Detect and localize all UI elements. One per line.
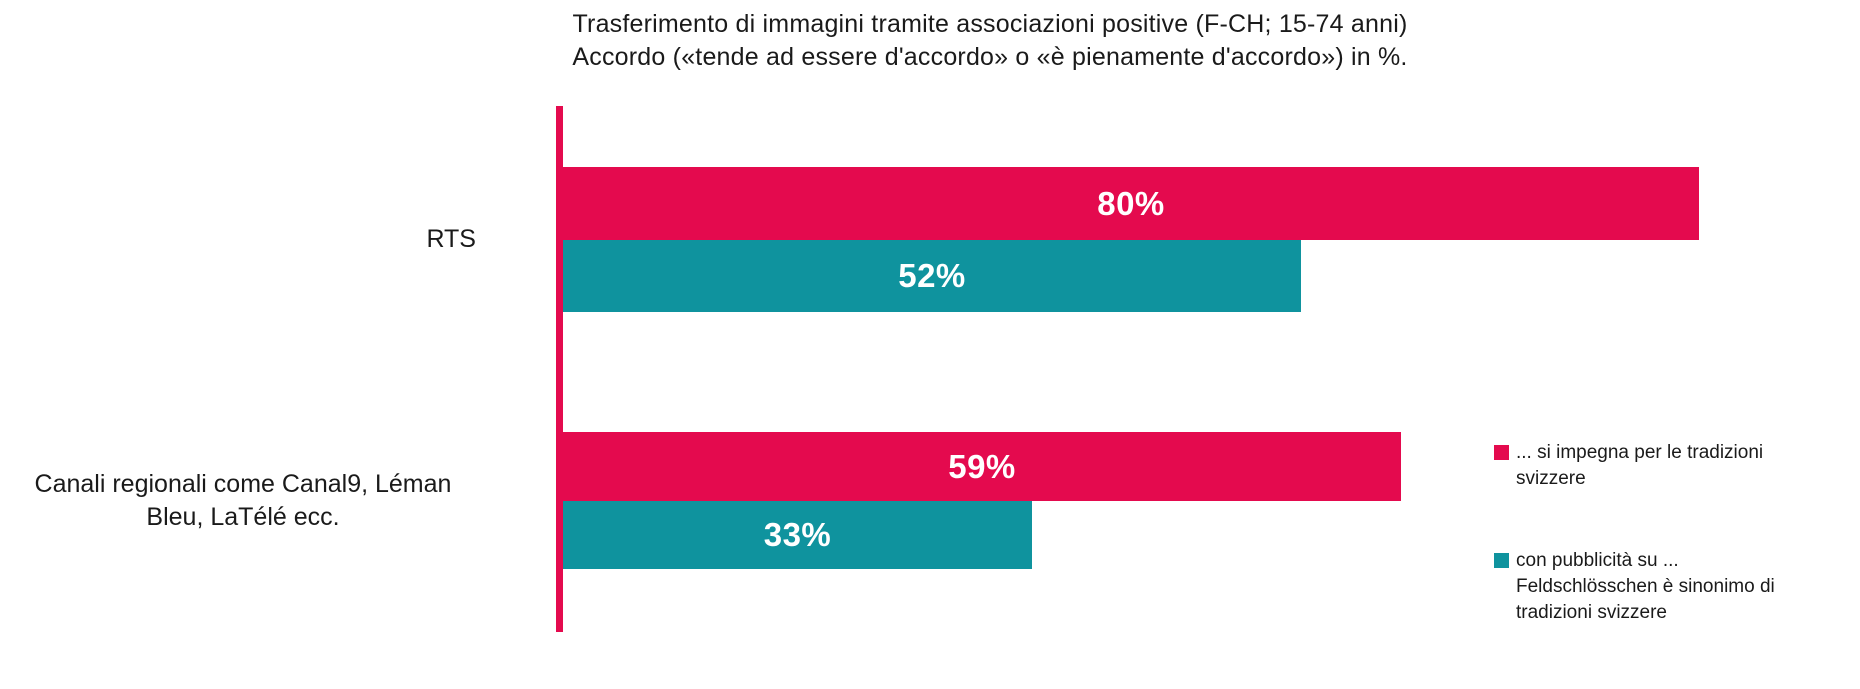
legend-label: ... si impegna per le tradizioni svizzer… [1516, 442, 1764, 489]
category-label-rts: RTS [10, 199, 476, 279]
bar-rts-series1: 80% [563, 167, 1699, 240]
category-label-canali-regionali: Canali regionali come Canal9, Léman Bleu… [10, 461, 476, 541]
bar-value-label: 80% [1097, 184, 1165, 222]
legend-item-series1: ... si impegna per le tradizioni svizzer… [1494, 440, 1834, 492]
legend-swatch-pink-icon [1494, 445, 1509, 460]
legend-swatch-teal-icon [1494, 553, 1509, 568]
chart-title: Trasferimento di immagini tramite associ… [572, 10, 1408, 38]
legend-item-series2: con pubblicità su ... Feldschlösschen è … [1494, 548, 1834, 626]
bar-value-label: 59% [948, 447, 1016, 485]
y-axis-line [556, 106, 563, 632]
bar-canali-series1: 59% [563, 432, 1401, 501]
bar-rts-series2: 52% [563, 240, 1301, 312]
chart-subtitle: Accordo («tende ad essere d'accordo» o «… [572, 43, 1408, 71]
chart-title-block: Trasferimento di immagini tramite associ… [420, 8, 1560, 74]
bar-value-label: 52% [898, 257, 966, 294]
category-label-text: RTS [426, 224, 476, 253]
bar-value-label: 33% [763, 516, 832, 553]
category-label-text: Canali regionali come Canal9, Léman Bleu… [34, 470, 452, 531]
legend-label: con pubblicità su ... Feldschlösschen è … [1516, 550, 1775, 623]
bar-canali-series2: 33% [563, 501, 1032, 569]
